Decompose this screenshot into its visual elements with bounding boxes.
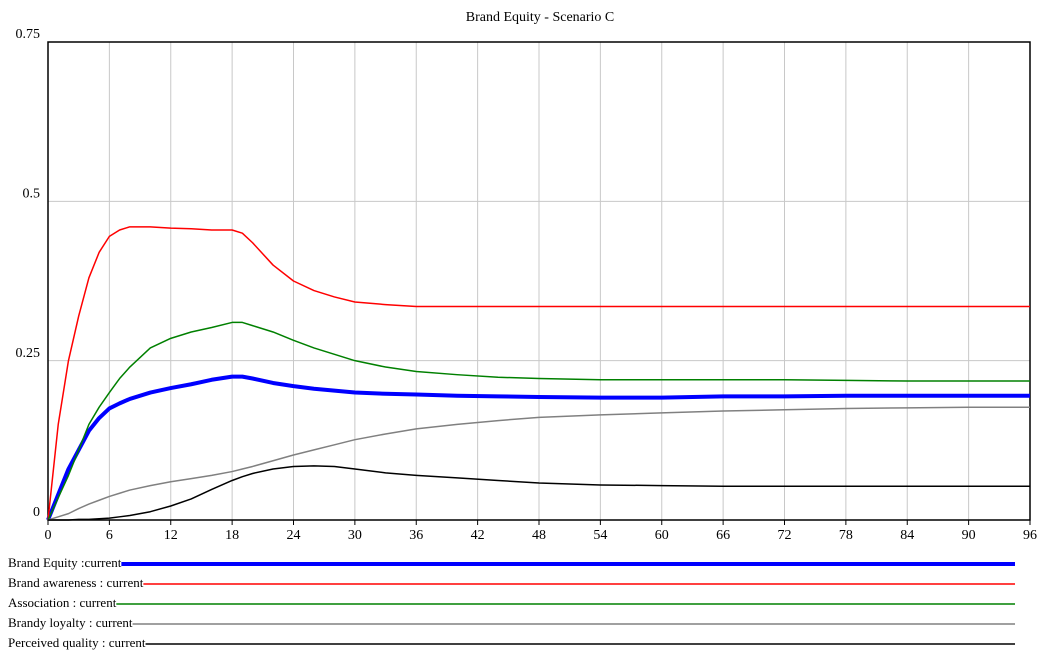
x-tick-label: 60 bbox=[655, 528, 669, 543]
x-tick-label: 12 bbox=[164, 528, 178, 543]
x-tick-label: 48 bbox=[532, 528, 546, 543]
x-tick-label: 54 bbox=[593, 528, 607, 543]
plot-frame bbox=[47, 41, 1031, 521]
x-tick-label: 90 bbox=[962, 528, 976, 543]
chart-title: Brand Equity - Scenario C bbox=[466, 10, 615, 25]
legend-label: Brandy loyalty : current bbox=[8, 615, 133, 630]
legend-label: Perceived quality : current bbox=[8, 635, 146, 650]
legend-label: Association : current bbox=[8, 595, 117, 610]
y-tick-label: 0 bbox=[33, 505, 40, 520]
series-line bbox=[47, 406, 1030, 521]
series-line bbox=[46, 374, 1030, 521]
x-tick-label: 6 bbox=[106, 528, 113, 543]
x-tick-label: 30 bbox=[348, 528, 362, 543]
x-tick-label: 36 bbox=[409, 528, 423, 543]
series-line bbox=[47, 226, 1030, 521]
x-tick-label: 72 bbox=[778, 528, 792, 543]
x-tick-label: 0 bbox=[45, 528, 52, 543]
x-tick-label: 96 bbox=[1023, 528, 1037, 543]
legend-label: Brand awareness : current bbox=[8, 575, 144, 590]
x-tick-label: 18 bbox=[225, 528, 239, 543]
x-tick-label: 42 bbox=[471, 528, 485, 543]
y-tick-label: 0.75 bbox=[16, 27, 41, 42]
y-tick-label: 0.25 bbox=[16, 346, 41, 361]
series-line bbox=[47, 321, 1030, 521]
x-tick-label: 84 bbox=[900, 528, 914, 543]
y-tick-label: 0.5 bbox=[23, 187, 41, 202]
series-line bbox=[48, 465, 1030, 521]
x-tick-label: 66 bbox=[716, 528, 730, 543]
x-tick-label: 24 bbox=[287, 528, 301, 543]
x-tick-label: 78 bbox=[839, 528, 853, 543]
legend-label: Brand Equity :current bbox=[8, 555, 122, 570]
